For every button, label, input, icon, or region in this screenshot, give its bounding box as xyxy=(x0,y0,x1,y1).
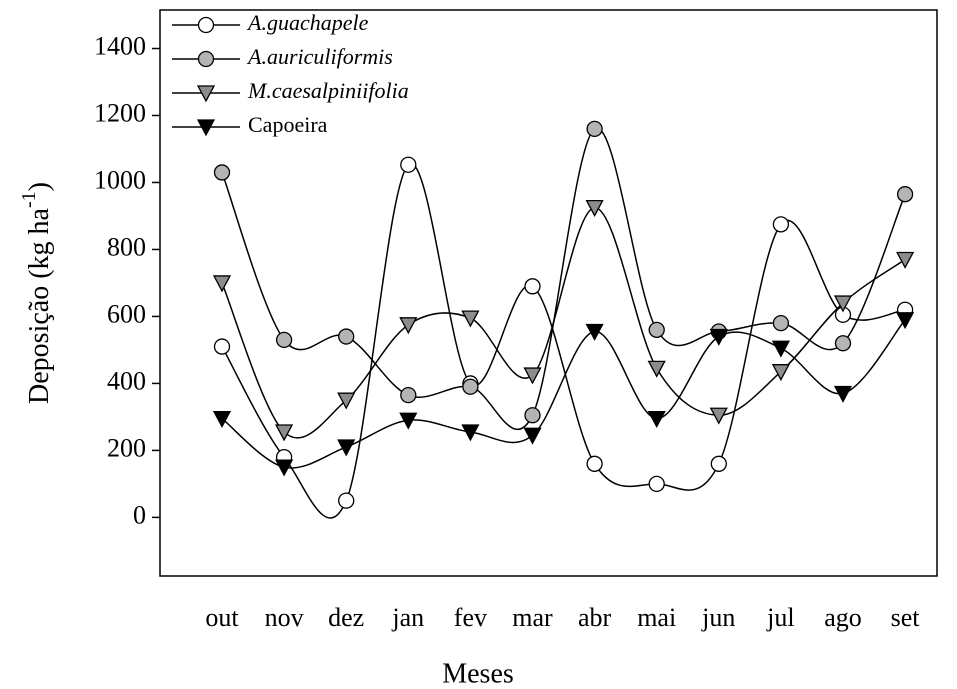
marker xyxy=(213,164,231,181)
legend-label: A.guachapele xyxy=(246,10,369,35)
x-tick-label: set xyxy=(891,603,921,632)
y-tick-label: 0 xyxy=(133,500,146,529)
marker xyxy=(399,412,418,430)
x-tick-label: out xyxy=(205,603,239,632)
marker xyxy=(275,424,294,442)
marker xyxy=(772,314,790,332)
x-tick-label: mar xyxy=(512,603,553,632)
marker xyxy=(709,328,728,346)
marker xyxy=(586,455,603,472)
series-line xyxy=(221,127,906,431)
marker xyxy=(771,340,790,358)
y-tick-label: 600 xyxy=(107,299,146,328)
marker xyxy=(212,275,232,293)
marker xyxy=(523,427,542,445)
marker xyxy=(833,385,853,403)
marker xyxy=(585,323,604,341)
legend-label: Capoeira xyxy=(248,112,328,137)
marker xyxy=(586,120,603,138)
marker xyxy=(523,367,542,385)
y-tick-label: 1000 xyxy=(94,165,146,194)
marker xyxy=(275,331,293,349)
marker xyxy=(197,16,215,34)
x-axis-label: Meses xyxy=(442,658,514,689)
marker xyxy=(461,310,480,328)
y-tick-label: 1200 xyxy=(94,98,146,127)
legend-label: M.caesalpiniifolia xyxy=(247,78,409,103)
series-line xyxy=(221,319,906,469)
legend-label: A.auriculiformis xyxy=(246,44,393,69)
marker xyxy=(648,475,665,493)
marker xyxy=(709,407,728,425)
marker xyxy=(399,317,418,335)
marker xyxy=(896,186,914,203)
marker xyxy=(197,50,215,68)
x-tick-label: nov xyxy=(265,603,304,632)
y-tick-label: 800 xyxy=(107,232,146,261)
marker xyxy=(338,492,355,509)
marker xyxy=(337,439,356,457)
marker xyxy=(400,156,417,173)
x-tick-label: fev xyxy=(454,603,487,632)
marker xyxy=(710,455,727,472)
marker xyxy=(196,85,216,103)
plot-frame xyxy=(159,9,938,577)
marker xyxy=(462,378,479,395)
marker xyxy=(196,119,216,137)
x-tick-label: jun xyxy=(701,603,735,632)
y-axis-label: Deposição (kg ha-1) xyxy=(18,182,56,404)
marker xyxy=(461,424,480,442)
marker xyxy=(524,407,541,424)
x-tick-label: jul xyxy=(766,603,794,632)
y-tick-label: 400 xyxy=(107,366,146,395)
marker xyxy=(896,251,915,269)
marker xyxy=(833,295,853,313)
x-tick-label: dez xyxy=(328,603,364,632)
x-tick-label: ago xyxy=(824,603,862,632)
marker xyxy=(400,386,417,404)
marker xyxy=(585,199,604,217)
marker xyxy=(772,216,790,233)
marker xyxy=(212,410,232,428)
x-tick-label: mai xyxy=(637,603,676,632)
y-tick-label: 1400 xyxy=(94,31,146,60)
marker xyxy=(648,321,665,338)
y-tick-label: 200 xyxy=(107,433,146,462)
marker xyxy=(337,392,356,410)
marker xyxy=(647,410,666,428)
series-line xyxy=(221,206,906,439)
x-tick-label: abr xyxy=(578,603,612,632)
marker xyxy=(338,328,355,345)
marker xyxy=(647,360,666,378)
marker xyxy=(213,338,231,355)
marker xyxy=(896,312,915,330)
x-tick-label: jan xyxy=(391,603,424,632)
marker xyxy=(771,364,790,382)
marker xyxy=(524,278,541,295)
marker xyxy=(834,335,852,352)
marker xyxy=(275,459,294,477)
